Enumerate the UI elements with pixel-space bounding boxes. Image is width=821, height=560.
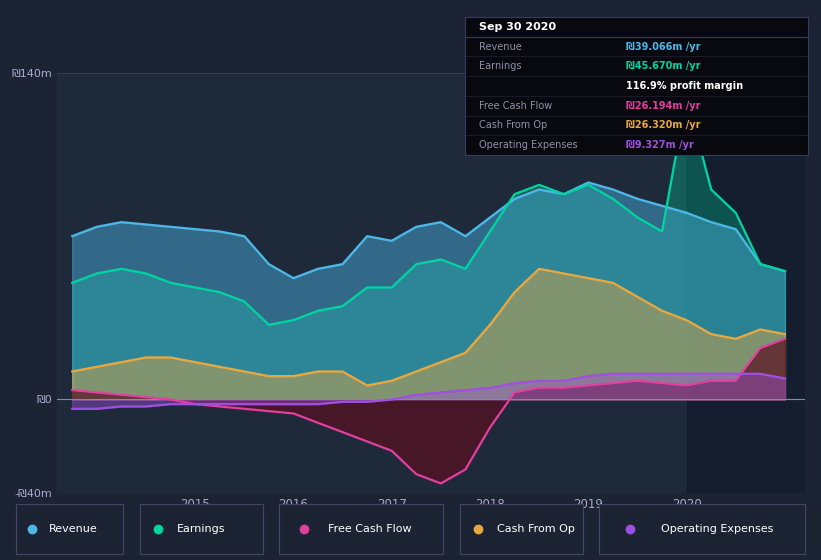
Bar [686,73,805,493]
Text: Operating Expenses: Operating Expenses [661,524,773,534]
Text: 116.9% profit margin: 116.9% profit margin [626,81,743,91]
Text: ₪45.670m /yr: ₪45.670m /yr [626,61,700,71]
Text: Revenue: Revenue [479,41,521,52]
Text: Free Cash Flow: Free Cash Flow [479,101,552,111]
Text: Free Cash Flow: Free Cash Flow [328,524,412,534]
Text: Sep 30 2020: Sep 30 2020 [479,22,556,32]
Text: Earnings: Earnings [479,61,521,71]
Text: ₪26.320m /yr: ₪26.320m /yr [626,120,700,130]
Text: ₪9.327m /yr: ₪9.327m /yr [626,140,694,150]
Text: Revenue: Revenue [48,524,97,534]
Text: Cash From Op: Cash From Op [479,120,547,130]
Text: Cash From Op: Cash From Op [497,524,575,534]
Text: ₪39.066m /yr: ₪39.066m /yr [626,41,700,52]
Text: Operating Expenses: Operating Expenses [479,140,577,150]
Text: Earnings: Earnings [177,524,225,534]
Text: ₪26.194m /yr: ₪26.194m /yr [626,101,700,111]
